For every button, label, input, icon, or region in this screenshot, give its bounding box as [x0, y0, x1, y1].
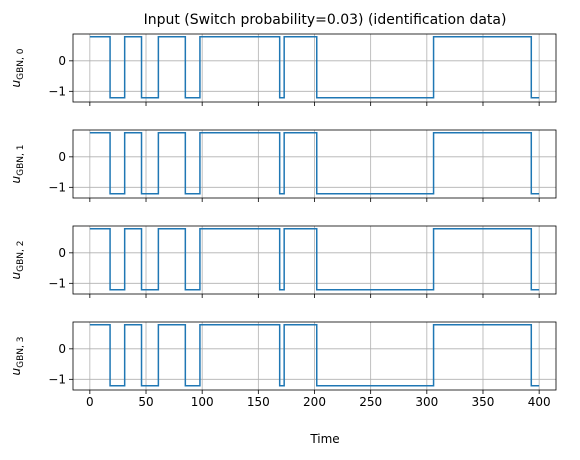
- y-tick-label: −1: [48, 180, 66, 194]
- y-tick-label: 0: [58, 150, 66, 164]
- y-tick-label: 0: [58, 342, 66, 356]
- y-axis-label-subscript: GBN, 1: [16, 145, 26, 176]
- y-axis-label-main: u: [9, 79, 23, 87]
- y-axis-label-main: u: [9, 271, 23, 279]
- y-tick-label: −1: [48, 372, 66, 386]
- y-axis-label-subscript: GBN, 3: [16, 337, 26, 368]
- y-axis-label: uGBN, 2: [9, 241, 26, 280]
- x-tick-label: 250: [359, 395, 382, 409]
- series-line: [89, 35, 540, 99]
- subplot-3: 0 50 100 150 200 250 300 350 400 −1 0 uGBN, 3: [9, 321, 557, 409]
- x-tick-label: 150: [247, 395, 270, 409]
- y-axis-label-main: u: [9, 367, 23, 375]
- y-tick-label: 0: [58, 246, 66, 260]
- subplot-1: −1 0 uGBN, 1: [9, 129, 557, 202]
- x-tick-label: 350: [472, 395, 495, 409]
- x-tick-label: 50: [138, 395, 153, 409]
- subplot-0: −1 0 uGBN, 0: [9, 33, 557, 106]
- x-axis-title: Time: [309, 432, 339, 446]
- y-axis-label: uGBN, 1: [9, 145, 26, 184]
- y-axis-label-subscript: GBN, 2: [16, 241, 26, 272]
- y-tick-label: −1: [48, 276, 66, 290]
- series-line: [89, 227, 540, 291]
- y-tick-label: 0: [58, 54, 66, 68]
- x-tick-label: 0: [86, 395, 94, 409]
- y-axis-label: uGBN, 0: [9, 48, 26, 87]
- x-tick-label: 200: [303, 395, 326, 409]
- y-tick-label: −1: [48, 84, 66, 98]
- subplot-2: −1 0 uGBN, 2: [9, 225, 557, 298]
- x-tick-label: 100: [191, 395, 214, 409]
- x-tick-label: 400: [528, 395, 551, 409]
- series-line: [89, 131, 540, 195]
- chart-title: Input (Switch probability=0.03) (identif…: [144, 12, 507, 28]
- series-line: [89, 323, 540, 387]
- y-axis-label: uGBN, 3: [9, 337, 26, 376]
- y-axis-label-main: u: [9, 175, 23, 183]
- x-tick-label: 300: [415, 395, 438, 409]
- y-axis-label-subscript: GBN, 0: [16, 48, 26, 80]
